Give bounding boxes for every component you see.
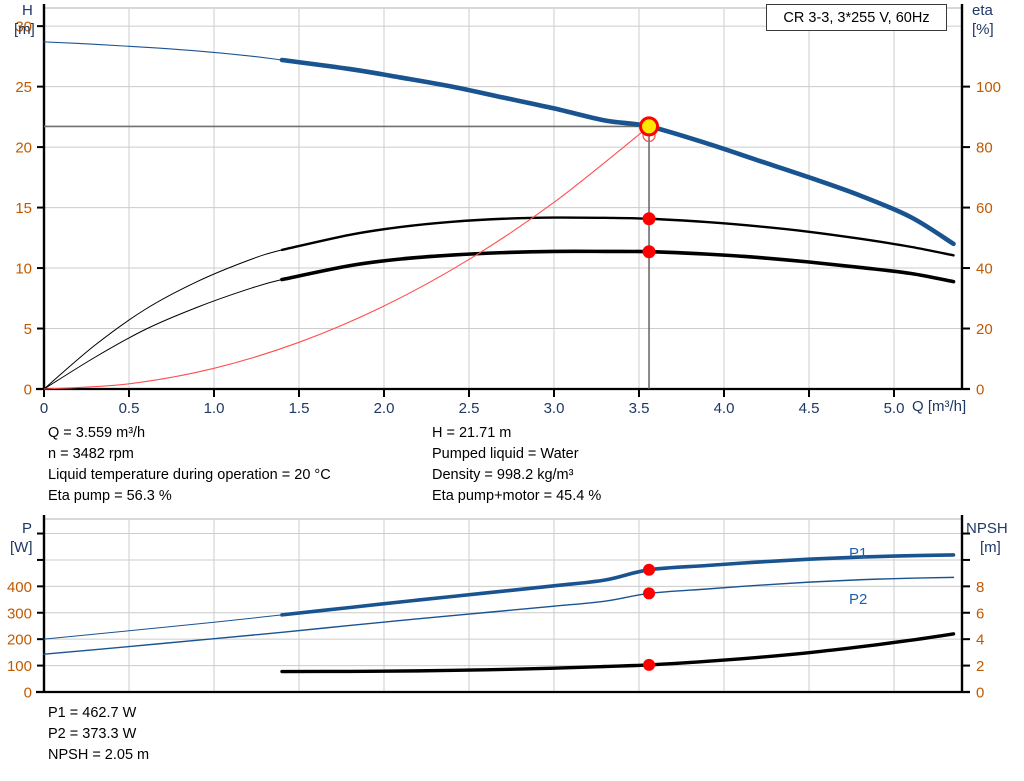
upper-y-tick-label: 15 [15, 200, 32, 217]
upper-x-tick-label: 2.5 [459, 400, 480, 417]
info-eta-pump: Eta pump = 56.3 % [48, 488, 172, 504]
upper-y-tick-label: 0 [24, 382, 32, 399]
upper-yaxis-unit: [m] [14, 21, 35, 38]
lower-y-tick-label: 100 [7, 658, 32, 675]
upper-x-tick-label: 3.5 [629, 400, 650, 417]
info-pumped-liquid: Pumped liquid = Water [432, 446, 579, 462]
eta-pump-motor-curve-thin [43, 250, 954, 390]
lower-y-tick-label: 200 [7, 632, 32, 649]
upper-y2axis-unit: [%] [972, 21, 994, 38]
chart-title-box: CR 3-3, 3*255 V, 60Hz [766, 4, 947, 31]
lower-y-tick-label: 0 [24, 685, 32, 702]
duty-point-marker[interactable] [639, 116, 660, 137]
info-q: Q = 3.559 m³/h [48, 425, 146, 441]
eta-pump-curve [280, 216, 955, 257]
head-curve [279, 57, 956, 247]
upper-x-tick-label: 5.0 [884, 400, 905, 417]
chart-title: CR 3-3, 3*255 V, 60Hz [783, 9, 930, 26]
info-p2: P2 = 373.3 W [48, 726, 137, 742]
upper-x-tick-label: 2.0 [374, 400, 395, 417]
info-liquid-temp: Liquid temperature during operation = 20… [48, 467, 331, 483]
upper-x-tick-label: 1.5 [289, 400, 310, 417]
upper-y2-tick-label: 80 [976, 140, 993, 157]
info-density: Density = 998.2 kg/m³ [432, 467, 574, 483]
eta-pump-motor-duty-point [642, 245, 656, 259]
upper-y2-tick-label: 20 [976, 321, 993, 338]
upper-x-tick-label: 4.5 [799, 400, 820, 417]
lower-y2-tick-label: 8 [976, 579, 984, 596]
upper-y-tick-label: 30 [15, 19, 32, 36]
upper-y2axis-name: eta [972, 2, 993, 19]
lower-y-tick-label: 400 [7, 579, 32, 596]
series-label-p1: P1 [849, 545, 868, 562]
lower-y-tick-label: 300 [7, 605, 32, 622]
lower-y2-tick-label: 4 [976, 632, 984, 649]
p2-duty-point [643, 587, 656, 600]
p1-curve [280, 553, 956, 617]
upper-xaxis-label: Q [m³/h] [912, 398, 967, 415]
p2-curve-thin [43, 576, 955, 655]
info-n: n = 3482 rpm [48, 446, 134, 462]
head-curve-thin [43, 41, 955, 245]
upper-y-tick-label: 25 [15, 79, 32, 96]
p1-curve-thin [43, 554, 954, 640]
lower-yaxis-name: P [22, 520, 33, 537]
upper-x-tick-label: 1.0 [204, 400, 225, 417]
upper-y-tick-label: 10 [15, 261, 32, 278]
lower-y2-tick-label: 0 [976, 685, 984, 702]
system-curve [43, 125, 650, 390]
lower-y2-tick-label: 6 [976, 605, 984, 622]
p1-duty-point [643, 563, 656, 576]
lower-y2axis-unit: [m] [980, 539, 1001, 556]
upper-y-tick-label: 5 [24, 321, 32, 338]
upper-y2-tick-label: 100 [976, 79, 1001, 96]
info-eta-pump-motor: Eta pump+motor = 45.4 % [432, 488, 602, 504]
upper-x-tick-label: 3.0 [544, 400, 565, 417]
info-h: H = 21.71 m [432, 425, 512, 441]
upper-yaxis-name: H [22, 2, 33, 19]
eta-pump-curve-thin [43, 217, 954, 390]
info-p1: P1 = 462.7 W [48, 705, 137, 721]
lower-y2axis-name: NPSH [966, 520, 1008, 537]
upper-x-tick-label: 0 [40, 400, 48, 417]
npsh-duty-point [643, 658, 656, 671]
upper-y2-tick-label: 60 [976, 200, 993, 217]
upper-y2-tick-label: 0 [976, 382, 984, 399]
info-npsh: NPSH = 2.05 m [48, 747, 150, 763]
upper-y-tick-label: 20 [15, 140, 32, 157]
upper-y2-tick-label: 40 [976, 261, 993, 278]
eta-pump-motor-curve [280, 249, 956, 284]
lower-y2-tick-label: 2 [976, 658, 984, 675]
upper-x-tick-label: 4.0 [714, 400, 735, 417]
lower-yaxis-unit: [W] [10, 539, 33, 556]
upper-x-tick-label: 0.5 [119, 400, 140, 417]
eta-pump-duty-point [642, 212, 656, 226]
npsh-curve [280, 632, 956, 674]
series-label-p2: P2 [849, 591, 868, 608]
